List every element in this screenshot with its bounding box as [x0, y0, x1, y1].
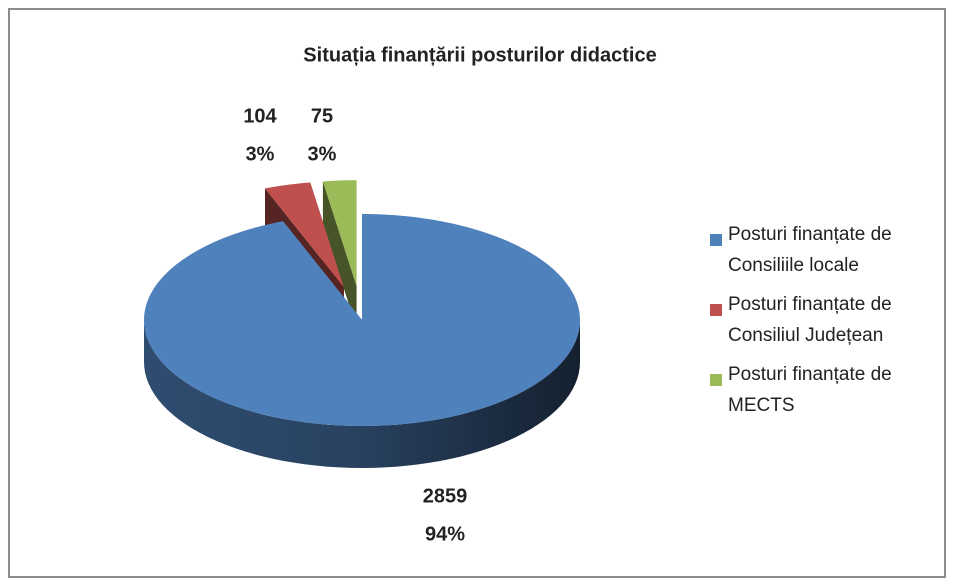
chart-title: Situația finanțării posturilor didactice — [303, 44, 656, 66]
legend-swatch — [710, 304, 722, 316]
pie-slice — [322, 180, 357, 287]
pie-side — [144, 320, 580, 468]
data-label-percent: 94% — [425, 523, 465, 545]
legend-label: Posturi finanțate de Consiliul Județean — [728, 294, 892, 346]
data-label: 75 — [311, 105, 333, 127]
pie-tops — [144, 180, 580, 426]
pie-slice — [144, 214, 580, 426]
pie-slice — [265, 182, 344, 288]
data-label: 2859 — [423, 485, 468, 507]
data-label: 104 — [243, 105, 277, 127]
legend-swatch — [710, 374, 722, 386]
legend-swatch — [710, 234, 722, 246]
pie-wall — [322, 181, 357, 329]
data-label-percent: 3% — [308, 143, 337, 165]
legend-label: Posturi finanțate de Consiliile locale — [728, 224, 892, 276]
legend-label: Posturi finanțate de MECTS — [728, 364, 892, 416]
data-label-percent: 3% — [246, 143, 275, 165]
